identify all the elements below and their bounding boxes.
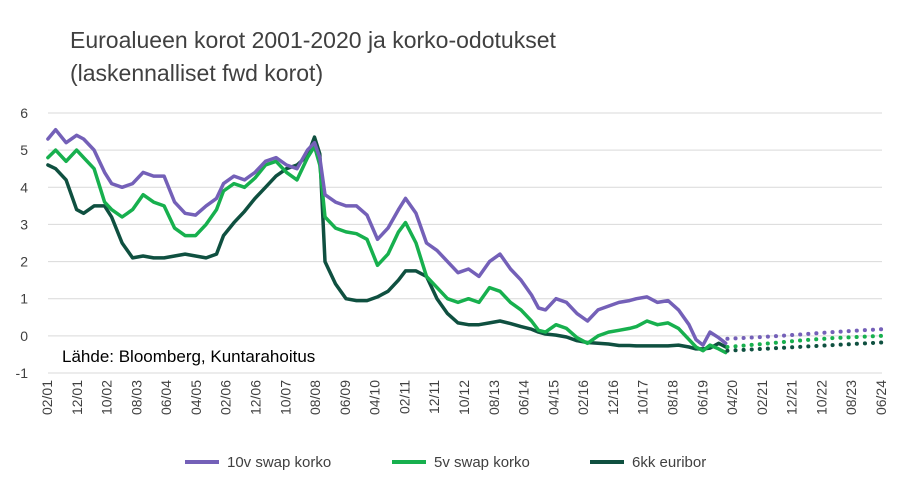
x-tick-label: 08/23 (843, 380, 859, 415)
forecast-line-10v (725, 327, 884, 341)
x-tick-label: 06/14 (516, 380, 532, 415)
forecast-line-6kk (725, 340, 884, 353)
chart-title: Euroalueen korot 2001-2020 ja korko-odot… (70, 24, 830, 90)
x-tick-label: 04/10 (367, 380, 383, 415)
forecast-line-5v (725, 333, 884, 349)
y-tick-label: 5 (20, 142, 28, 158)
legend-label-6kk: 6kk euribor (632, 454, 706, 471)
x-tick-label: 08/18 (665, 380, 681, 415)
series-lines (46, 127, 884, 355)
grid-lines (48, 112, 882, 374)
x-axis-ticks: 02/01 12/01 10/02 08/03 06/04 04/05 02/06 12/06… (39, 380, 889, 415)
x-tick-label: 08/08 (307, 380, 323, 415)
y-tick-label: 1 (20, 291, 28, 307)
x-tick-label: 06/24 (873, 380, 889, 415)
x-tick-label: 12/21 (784, 380, 800, 415)
x-tick-label: 10/22 (813, 380, 829, 415)
x-tick-label: 10/07 (277, 380, 293, 415)
x-tick-label: 10/12 (456, 380, 472, 415)
x-tick-label: 12/06 (248, 380, 264, 415)
series-line-5v (46, 144, 728, 355)
legend-label-5v: 5v swap korko (434, 454, 530, 471)
legend-label-10v: 10v swap korko (227, 454, 331, 471)
x-tick-label: 02/11 (396, 380, 412, 414)
y-tick-label: 4 (20, 179, 28, 195)
x-tick-label: 02/21 (754, 380, 770, 415)
x-tick-label: 12/11 (426, 380, 442, 414)
x-tick-label: 02/01 (39, 380, 55, 415)
x-tick-label: 10/17 (635, 380, 651, 415)
chart-title-line-1: Euroalueen korot 2001-2020 ja korko-odot… (70, 27, 556, 53)
x-tick-label: 10/02 (99, 380, 115, 415)
x-tick-label: 12/01 (69, 380, 85, 415)
source-note: Lähde: Bloomberg, Kuntarahoitus (62, 347, 315, 366)
x-tick-label: 06/19 (694, 380, 710, 415)
x-tick-label: 04/15 (545, 380, 561, 415)
chart-title-line-2: (laskennalliset fwd korot) (70, 60, 324, 86)
x-tick-label: 04/20 (724, 380, 740, 415)
x-tick-label: 08/03 (128, 380, 144, 415)
y-tick-label: 3 (20, 216, 28, 232)
y-tick-label: -1 (16, 365, 29, 381)
x-tick-label: 12/16 (605, 380, 621, 415)
x-tick-label: 02/06 (218, 380, 234, 415)
y-tick-label: 2 (20, 254, 28, 270)
series-line-6kk (46, 135, 728, 351)
series-line-10v (46, 127, 728, 347)
y-tick-label: 0 (20, 328, 28, 344)
y-axis-ticks: 6 5 4 3 2 1 0 -1 (16, 105, 29, 381)
legend: 10v swap korko 5v swap korko 6kk euribor (185, 454, 706, 471)
x-tick-label: 06/09 (337, 380, 353, 415)
y-tick-label: 6 (20, 105, 28, 121)
x-tick-label: 06/04 (158, 380, 174, 415)
x-tick-label: 02/16 (575, 380, 591, 415)
x-tick-label: 04/05 (188, 380, 204, 415)
x-tick-label: 08/13 (486, 380, 502, 415)
